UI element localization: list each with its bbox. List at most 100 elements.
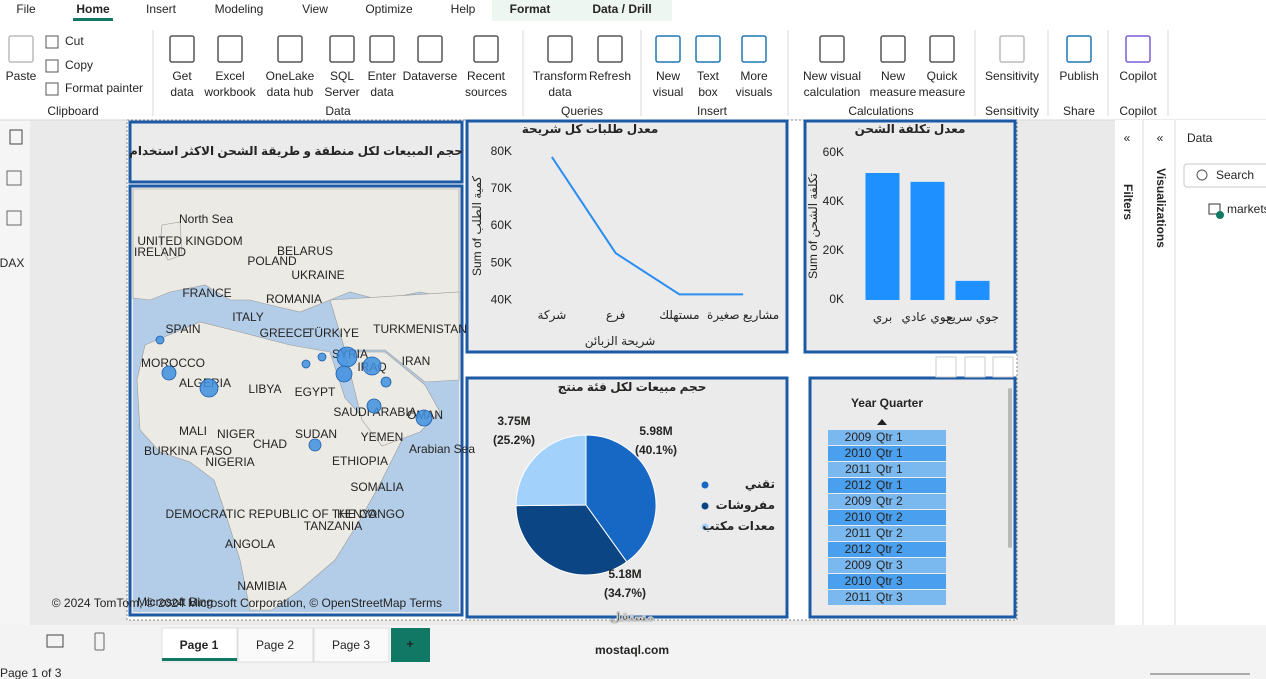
y-tick-label: 0K [829,292,844,306]
map-label: DEMOCRATIC REPUBLIC OF THE CONGO [166,507,405,521]
filters-pane-title[interactable]: Filters [1121,184,1135,220]
desktop-view-icon[interactable] [46,634,64,648]
map-label: ETHIOPIA [332,454,388,468]
contextual-tab[interactable]: Data / Drill [592,2,651,16]
page-tab[interactable] [313,627,390,663]
ribbon-button[interactable]: Get [172,69,192,83]
ribbon-button[interactable]: data hub [267,85,314,99]
ribbon-button[interactable]: Recent [467,69,506,83]
contextual-tab[interactable]: Format [510,2,551,16]
ribbon-button[interactable]: Server [324,85,359,99]
slicer-year: 2009 [845,558,872,572]
ribbon-button[interactable]: Dataverse [403,69,458,83]
table-name[interactable]: markets [1227,202,1266,216]
ribbon-button[interactable]: calculation [804,85,861,99]
map-label: POLAND [247,254,297,268]
table-view-icon[interactable] [6,170,22,186]
slicer-row[interactable] [828,430,946,445]
ribbon-button[interactable]: visual [653,85,684,99]
ribbon-button[interactable]: Paste [6,69,37,83]
button-icon [655,35,681,63]
visual-more-icon[interactable] [992,356,1014,378]
bar-visual [803,119,1017,354]
ribbon-button[interactable]: Copilot [1119,69,1157,83]
ribbon-button[interactable]: workbook [203,85,256,99]
data-label: (40.1%) [635,443,677,457]
ribbon-button[interactable]: Transform [533,69,587,83]
slicer-row[interactable] [828,446,946,461]
ribbon-button[interactable]: SQL [330,69,354,83]
ribbon-button[interactable]: New [881,69,905,83]
map-label: TÜRKIYE [307,326,359,340]
ribbon-button[interactable]: visuals [736,85,773,99]
ribbon-button[interactable]: data [170,85,194,99]
bar [865,173,900,300]
map-bubble [335,365,353,383]
model-view-icon[interactable] [6,210,22,226]
slicer-row[interactable] [828,590,946,605]
slicer-year: 2011 [845,590,871,604]
ribbon-group-label: Queries [561,104,603,118]
slicer-row[interactable] [828,510,946,525]
ribbon-button[interactable]: Copy [65,58,93,72]
slicer-row[interactable] [828,526,946,541]
ribbon-tab[interactable]: File [16,2,36,16]
ribbon-button[interactable]: OneLake [266,69,315,83]
ribbon-button[interactable]: Text [697,69,720,83]
page-tab[interactable] [161,627,238,663]
search-box[interactable] [1183,163,1266,188]
ribbon-button[interactable]: box [698,85,717,99]
ribbon-button[interactable]: measure [919,85,966,99]
data-pane-title[interactable]: Data [1187,131,1213,145]
slicer-row[interactable] [828,494,946,509]
ribbon-tab[interactable]: View [302,2,328,16]
active-page-underline [162,658,237,661]
ribbon-button[interactable]: data [370,85,394,99]
visual-focus-icon[interactable] [964,356,986,378]
slicer-scrollbar[interactable] [1008,388,1012,548]
page-tab-label: Page 2 [256,638,294,652]
x-tick-label: شركة [537,308,566,323]
slicer-row[interactable] [828,574,946,589]
ribbon-tab[interactable]: Help [451,2,476,16]
ribbon-button[interactable]: Quick [927,69,959,83]
data-label: (25.2%) [493,433,535,447]
visualizations-pane-title[interactable]: Visualizations [1154,168,1168,248]
slicer-row[interactable] [828,462,946,477]
ribbon-button[interactable]: More [740,69,768,83]
ribbon-button[interactable]: Cut [65,34,84,48]
ribbon-button[interactable]: New visual [803,69,861,83]
slicer-row[interactable] [828,558,946,573]
bar [955,280,990,300]
map-label: CHAD [253,437,287,451]
ribbon-button[interactable]: Refresh [589,69,631,83]
slicer-row[interactable] [828,542,946,557]
ribbon-tab[interactable]: Home [76,2,110,16]
ribbon-button[interactable]: Sensitivity [985,69,1039,83]
ribbon-button[interactable]: Excel [215,69,244,83]
slicer-quarter: Qtr 1 [876,478,903,492]
mobile-view-icon[interactable] [94,632,105,651]
ribbon-button[interactable]: Enter [368,69,397,83]
report-view-icon[interactable] [9,129,23,145]
button-icon [819,35,845,63]
add-page-button[interactable] [391,628,430,662]
x-tick-label: بري [873,310,892,325]
collapse-icon: « [1124,131,1131,145]
ribbon-button[interactable]: data [548,85,572,99]
ribbon-tab[interactable]: Insert [146,2,177,16]
y-tick-label: 80K [491,144,512,158]
ribbon-button[interactable]: measure [870,85,917,99]
ribbon-button[interactable]: Format painter [65,81,143,95]
ribbon-button[interactable]: New [656,69,680,83]
ribbon-button[interactable]: sources [465,85,507,99]
ribbon-button[interactable]: Publish [1059,69,1098,83]
ribbon-tab[interactable]: Modeling [215,2,264,16]
ribbon-tab[interactable]: Optimize [365,2,413,16]
sort-arrow [877,419,887,425]
dax-icon[interactable]: DAX [0,256,24,270]
map-label: NIGER [217,427,255,441]
page-tab[interactable] [237,627,314,663]
visual-filter-icon[interactable] [935,356,957,378]
slicer-row[interactable] [828,478,946,493]
